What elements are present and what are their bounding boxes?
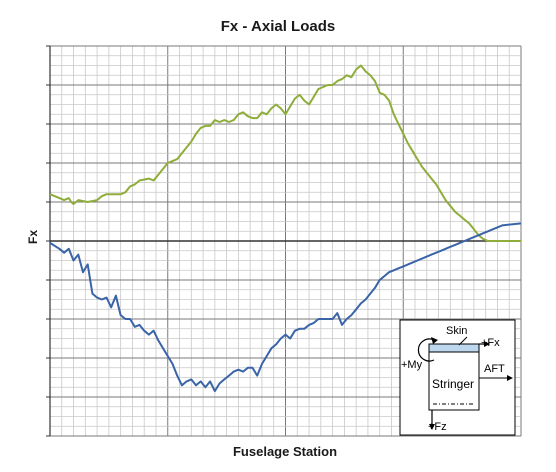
skin-leader-line xyxy=(458,336,468,346)
series-layer xyxy=(49,64,522,393)
x-axis-label: Fuselage Station xyxy=(232,444,338,459)
inset-fz-label: +Fz xyxy=(428,421,447,433)
skin-panel xyxy=(428,343,480,353)
my-arc xyxy=(417,338,435,362)
inset-diagram: Skin +Fx +My AFT Stringer +Fz xyxy=(399,319,516,436)
stringer-body xyxy=(428,351,480,411)
inset-fx-label: +Fx xyxy=(481,337,500,349)
inset-my-label: +My xyxy=(401,359,423,371)
fx-arrowhead xyxy=(484,341,490,347)
inset-aft-label: AFT xyxy=(484,363,505,375)
aft-arrowhead xyxy=(507,375,513,381)
chart-title: Fx - Axial Loads xyxy=(220,18,336,35)
inset-skin-label: Skin xyxy=(446,325,467,337)
series-line-1 xyxy=(49,222,522,393)
fz-arrowhead xyxy=(429,424,435,430)
my-arrowhead xyxy=(431,337,438,344)
series-line-0 xyxy=(49,64,521,242)
inset-stringer-label: Stringer xyxy=(432,377,474,391)
